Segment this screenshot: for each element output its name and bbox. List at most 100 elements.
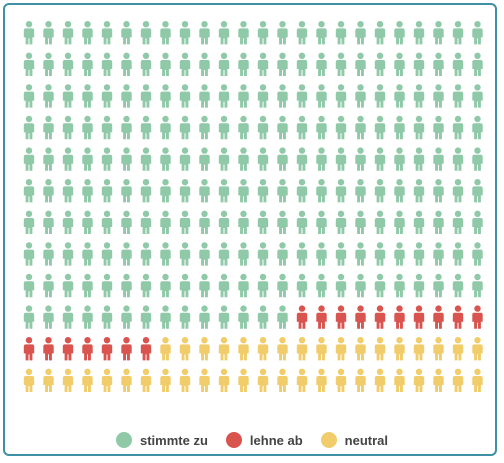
person-icon-agree bbox=[452, 242, 464, 266]
person-icon-agree bbox=[238, 210, 249, 234]
person-icon-agree bbox=[121, 242, 132, 266]
legend-item-reject[interactable]: lehne ab bbox=[225, 432, 303, 448]
person-icon-agree bbox=[23, 52, 35, 76]
person-icon-neutral bbox=[101, 368, 113, 392]
person-icon-agree bbox=[296, 115, 308, 140]
person-icon-agree bbox=[394, 84, 405, 108]
person-icon-agree bbox=[179, 210, 191, 234]
legend-item-neutral[interactable]: neutral bbox=[320, 432, 388, 448]
person-icon-agree bbox=[238, 242, 249, 266]
person-icon-neutral bbox=[218, 368, 230, 392]
person-icon-agree bbox=[179, 84, 191, 108]
person-icon-agree bbox=[160, 242, 171, 266]
person-icon-agree bbox=[374, 21, 386, 45]
person-icon-agree bbox=[140, 84, 152, 108]
person-icon-agree bbox=[199, 84, 210, 108]
person-icon-agree bbox=[394, 242, 405, 266]
person-icon-agree bbox=[62, 115, 74, 140]
person-icon-agree bbox=[23, 84, 35, 108]
person-icon-agree bbox=[43, 21, 54, 45]
legend-label-agree: stimmte zu bbox=[140, 432, 208, 448]
legend-item-agree[interactable]: stimmte zu bbox=[116, 432, 208, 448]
person-icon-agree bbox=[277, 52, 288, 76]
person-icon-neutral bbox=[316, 337, 327, 361]
person-icon-agree bbox=[160, 52, 171, 76]
chart-legend: stimmte zu lehne ab neutral bbox=[0, 432, 504, 448]
waffle-chart bbox=[23, 21, 483, 392]
person-icon-agree bbox=[433, 147, 444, 171]
person-icon-agree bbox=[335, 210, 347, 234]
person-icon-agree bbox=[316, 179, 327, 203]
person-icon-agree bbox=[296, 147, 308, 171]
person-icon-agree bbox=[140, 147, 152, 171]
person-icon-agree bbox=[62, 84, 74, 108]
person-icon-agree bbox=[43, 52, 54, 76]
person-icon-agree bbox=[101, 84, 113, 108]
person-icon-agree bbox=[199, 242, 210, 266]
person-icon-agree bbox=[413, 273, 425, 298]
person-icon-agree bbox=[433, 179, 444, 203]
person-icon-reject bbox=[413, 305, 425, 329]
person-icon-agree bbox=[160, 21, 171, 45]
person-icon-agree bbox=[238, 52, 249, 76]
person-icon-agree bbox=[121, 305, 132, 329]
person-icon-agree bbox=[257, 147, 269, 171]
person-icon-agree bbox=[355, 115, 366, 140]
person-icon-agree bbox=[296, 273, 308, 298]
person-icon-agree bbox=[452, 21, 464, 45]
person-icon-neutral bbox=[257, 337, 269, 361]
person-icon-agree bbox=[101, 179, 113, 203]
person-icon-agree bbox=[218, 147, 230, 171]
person-icon-agree bbox=[121, 21, 132, 45]
person-icon-neutral bbox=[296, 337, 308, 361]
person-icon-agree bbox=[335, 115, 347, 140]
person-icon-agree bbox=[335, 147, 347, 171]
person-icon-agree bbox=[43, 242, 54, 266]
person-icon-agree bbox=[374, 210, 386, 234]
person-icon-agree bbox=[23, 210, 35, 234]
person-icon-agree bbox=[218, 273, 230, 298]
person-icon-agree bbox=[257, 242, 269, 266]
person-icon-agree bbox=[433, 273, 444, 298]
person-icon-agree bbox=[160, 147, 171, 171]
person-icon-agree bbox=[472, 21, 483, 45]
person-icon-reject bbox=[472, 305, 483, 329]
person-icon-agree bbox=[316, 84, 327, 108]
person-icon-agree bbox=[140, 273, 152, 298]
person-icon-neutral bbox=[316, 368, 327, 392]
person-icon-agree bbox=[179, 21, 191, 45]
person-icon-agree bbox=[355, 242, 366, 266]
person-icon-agree bbox=[82, 179, 93, 203]
person-icon-agree bbox=[335, 273, 347, 298]
person-icon-agree bbox=[433, 210, 444, 234]
person-icon-neutral bbox=[160, 337, 171, 361]
person-icon-agree bbox=[238, 21, 249, 45]
person-icon-agree bbox=[374, 52, 386, 76]
person-icon-agree bbox=[257, 305, 269, 329]
person-icon-agree bbox=[101, 242, 113, 266]
person-icon-neutral bbox=[413, 337, 425, 361]
person-icon-agree bbox=[433, 52, 444, 76]
person-icon-agree bbox=[257, 210, 269, 234]
person-icon-neutral bbox=[23, 368, 35, 392]
person-icon-agree bbox=[62, 305, 74, 329]
person-icon-agree bbox=[43, 179, 54, 203]
person-icon-agree bbox=[140, 210, 152, 234]
person-icon-agree bbox=[101, 147, 113, 171]
person-icon-agree bbox=[23, 115, 35, 140]
person-icon-agree bbox=[62, 147, 74, 171]
person-icon-agree bbox=[140, 179, 152, 203]
person-icon-agree bbox=[394, 210, 405, 234]
person-icon-agree bbox=[257, 179, 269, 203]
person-icon-agree bbox=[335, 21, 347, 45]
person-icon-agree bbox=[199, 52, 210, 76]
person-icon-agree bbox=[374, 179, 386, 203]
legend-swatch-reject bbox=[225, 432, 242, 448]
person-icon-agree bbox=[472, 242, 483, 266]
person-icon-neutral bbox=[199, 368, 210, 392]
person-icon-reject bbox=[82, 337, 93, 361]
person-icon-neutral bbox=[62, 368, 74, 392]
person-icon-agree bbox=[121, 52, 132, 76]
person-icon-agree bbox=[218, 115, 230, 140]
person-icon-agree bbox=[413, 115, 425, 140]
